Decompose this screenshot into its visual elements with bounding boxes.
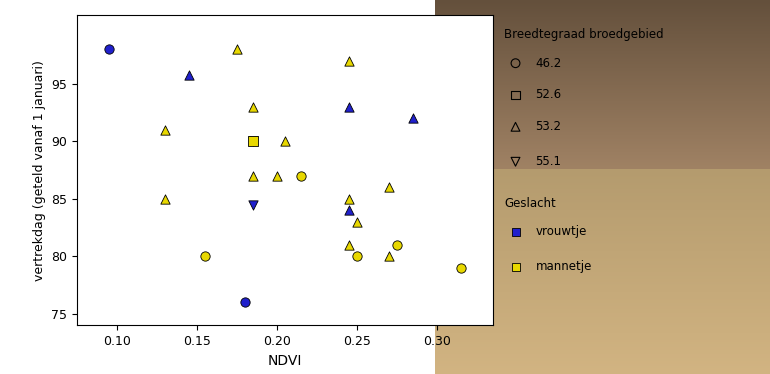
- Text: vrouwtje: vrouwtje: [536, 225, 587, 238]
- Point: [182, 72, 195, 78]
- Point: [383, 184, 395, 190]
- Point: [231, 46, 243, 52]
- Point: [510, 229, 522, 235]
- Point: [295, 173, 307, 179]
- Point: [510, 124, 522, 130]
- Point: [246, 104, 259, 110]
- Text: 55.1: 55.1: [536, 155, 561, 168]
- Point: [343, 196, 355, 202]
- Point: [383, 254, 395, 260]
- Point: [246, 138, 259, 144]
- Point: [343, 208, 355, 214]
- Point: [510, 159, 522, 165]
- Point: [199, 254, 211, 260]
- Text: 52.6: 52.6: [536, 89, 562, 101]
- Point: [246, 173, 259, 179]
- Point: [246, 202, 259, 208]
- Point: [246, 138, 259, 144]
- Point: [350, 254, 363, 260]
- Point: [510, 60, 522, 66]
- Point: [510, 264, 522, 270]
- Point: [343, 58, 355, 64]
- Point: [271, 173, 283, 179]
- Text: Geslacht: Geslacht: [504, 197, 556, 210]
- Point: [390, 242, 403, 248]
- Text: mannetje: mannetje: [536, 260, 592, 273]
- Point: [510, 92, 522, 98]
- Point: [159, 127, 171, 133]
- Point: [407, 116, 419, 122]
- Text: 46.2: 46.2: [536, 57, 562, 70]
- Y-axis label: vertrekdag (geteld vanaf 1 januari): vertrekdag (geteld vanaf 1 januari): [32, 60, 45, 280]
- Point: [343, 104, 355, 110]
- Point: [159, 196, 171, 202]
- Text: 53.2: 53.2: [536, 120, 561, 133]
- Point: [454, 265, 467, 271]
- Text: Breedtegraad broedgebied: Breedtegraad broedgebied: [504, 28, 664, 41]
- Point: [279, 138, 291, 144]
- Point: [103, 46, 116, 52]
- X-axis label: NDVI: NDVI: [268, 354, 302, 368]
- Point: [239, 300, 251, 306]
- Point: [343, 242, 355, 248]
- Point: [350, 219, 363, 225]
